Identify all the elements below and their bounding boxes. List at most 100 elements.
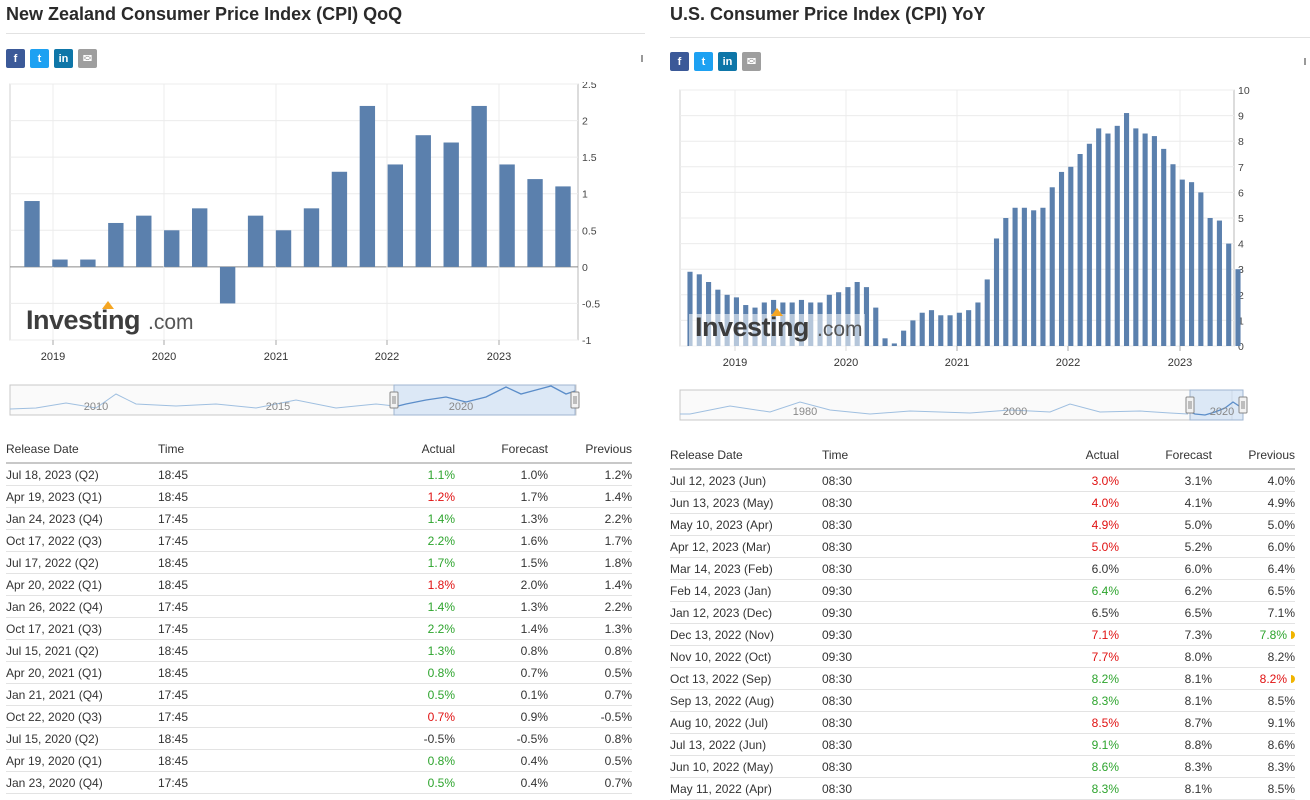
chart-bar[interactable] <box>1031 210 1037 346</box>
chart-bar[interactable] <box>499 164 515 267</box>
chart-bar[interactable] <box>1058 171 1065 346</box>
twitter-icon[interactable]: t <box>694 52 713 71</box>
chart-bar[interactable] <box>966 310 972 346</box>
facebook-icon[interactable]: f <box>670 52 689 71</box>
chart-bar[interactable] <box>1142 133 1148 346</box>
chart-bar[interactable] <box>80 259 96 267</box>
chart-area: 10 9 8 7 6 5 4 3 2 1 0 2019 2020 2021 2022 2023 Investin… <box>670 85 1310 433</box>
chart-bar[interactable] <box>1207 218 1213 346</box>
email-icon[interactable]: ✉ <box>742 52 761 71</box>
header-previous[interactable]: Previous <box>548 436 632 464</box>
actual-cell: 0.8% <box>308 661 455 684</box>
release-date-cell-value: Jan 12, 2023 (Dec) <box>670 605 773 620</box>
chart-bar[interactable] <box>1114 125 1120 346</box>
chart-bar[interactable] <box>1179 179 1185 346</box>
chart-bar[interactable] <box>247 215 264 267</box>
actual-cell-value: 1.7% <box>427 555 455 570</box>
actual-cell: 2.2% <box>308 617 455 640</box>
previous-cell: 6.4% <box>1212 557 1295 580</box>
chart-bar[interactable] <box>1068 166 1074 346</box>
chart-bar[interactable] <box>891 343 897 346</box>
chart-bar[interactable] <box>696 274 702 346</box>
chart-bar[interactable] <box>984 279 990 346</box>
chart-bar[interactable] <box>415 135 431 267</box>
chart-bar[interactable] <box>24 201 40 267</box>
header-time[interactable]: Time <box>822 442 972 470</box>
actual-cell: 7.1% <box>972 623 1119 646</box>
more-handle-icon[interactable] <box>641 55 643 62</box>
chart-bar[interactable] <box>1123 113 1130 346</box>
chart-bar[interactable] <box>1021 207 1027 346</box>
chart-bar[interactable] <box>1086 143 1092 346</box>
chart-bar[interactable] <box>443 142 459 267</box>
chart-bar[interactable] <box>1077 154 1083 346</box>
facebook-icon[interactable]: f <box>6 49 25 68</box>
chart-bar[interactable] <box>873 307 879 346</box>
chart-bar[interactable] <box>1198 192 1204 346</box>
chart-bar[interactable] <box>527 179 543 267</box>
chart-bar[interactable] <box>275 230 292 267</box>
chart-bar[interactable] <box>938 315 944 346</box>
chart-bar[interactable] <box>956 312 962 346</box>
chart-bar[interactable] <box>1151 136 1157 346</box>
navigator-left-handle[interactable] <box>1185 396 1195 414</box>
header-release-date[interactable]: Release Date <box>670 442 822 470</box>
chart-bar[interactable] <box>52 259 68 267</box>
chart-bar[interactable] <box>1049 187 1055 346</box>
chart-bar[interactable] <box>882 338 888 346</box>
linkedin-icon[interactable]: in <box>718 52 737 71</box>
chart-bar[interactable] <box>993 238 1000 346</box>
chart-bar[interactable] <box>1189 182 1195 346</box>
chart-bar[interactable] <box>910 320 916 346</box>
chart-bar[interactable] <box>136 215 152 267</box>
forecast-cell: 8.8% <box>1119 733 1212 756</box>
chart-bar[interactable] <box>919 312 925 346</box>
chart-bar[interactable] <box>555 186 571 267</box>
chart-bar[interactable] <box>387 164 404 267</box>
chart-bar[interactable] <box>1170 164 1176 346</box>
chart-bar[interactable] <box>975 302 981 346</box>
email-icon[interactable]: ✉ <box>78 49 97 68</box>
chart-bar[interactable] <box>1133 128 1139 346</box>
revised-indicator-icon[interactable] <box>1291 675 1295 684</box>
header-release-date[interactable]: Release Date <box>6 436 158 464</box>
linkedin-icon[interactable]: in <box>54 49 73 68</box>
chart-bar[interactable] <box>1226 243 1232 346</box>
time-cell-value: 09:30 <box>822 583 853 598</box>
navigator-right-handle[interactable] <box>1238 396 1248 414</box>
chart-bar[interactable] <box>219 266 236 304</box>
chart-bar[interactable] <box>1096 128 1102 346</box>
chart-bar[interactable] <box>1216 220 1222 346</box>
revised-indicator-icon[interactable] <box>1291 631 1295 640</box>
header-time[interactable]: Time <box>158 436 308 464</box>
chart-bar[interactable] <box>1040 207 1046 346</box>
chart-bar[interactable] <box>471 105 487 267</box>
chart-bar[interactable] <box>863 287 870 346</box>
release-date-cell: Jan 12, 2023 (Dec) <box>670 601 822 624</box>
navigator-selection[interactable] <box>393 384 576 416</box>
chart-bar[interactable] <box>164 230 180 267</box>
chart-bar[interactable] <box>1235 269 1241 346</box>
chart-bar[interactable] <box>687 271 693 346</box>
navigator-right-handle[interactable] <box>570 391 580 409</box>
header-forecast[interactable]: Forecast <box>455 436 548 464</box>
chart-bar[interactable] <box>191 208 208 267</box>
chart-bar[interactable] <box>947 315 953 346</box>
chart-bar[interactable] <box>928 310 935 346</box>
chart-bar[interactable] <box>1012 207 1018 346</box>
header-previous[interactable]: Previous <box>1212 442 1295 470</box>
chart-bar[interactable] <box>303 208 320 267</box>
more-handle-icon[interactable] <box>1304 58 1306 65</box>
chart-bar[interactable] <box>108 222 124 267</box>
chart-bar[interactable] <box>331 171 348 267</box>
chart-bar[interactable] <box>359 105 376 267</box>
chart-bar[interactable] <box>1161 148 1167 346</box>
navigator-left-handle[interactable] <box>389 391 399 409</box>
header-actual[interactable]: Actual <box>972 442 1119 470</box>
header-forecast[interactable]: Forecast <box>1119 442 1212 470</box>
chart-bar[interactable] <box>1003 218 1009 346</box>
twitter-icon[interactable]: t <box>30 49 49 68</box>
header-actual[interactable]: Actual <box>308 436 455 464</box>
chart-bar[interactable] <box>1105 133 1111 346</box>
chart-bar[interactable] <box>901 330 907 346</box>
